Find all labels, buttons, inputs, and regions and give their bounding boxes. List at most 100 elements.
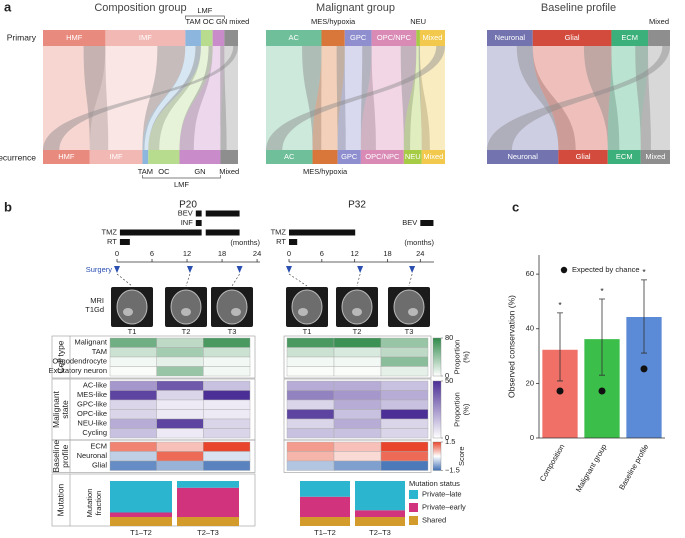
treatment-bar [119,239,130,245]
group-label: LMF [174,180,189,189]
node-label: AC [284,152,295,161]
heatmap-cell [109,366,157,377]
timepoint-label: T3 [228,327,237,336]
mri-label: MRI [90,296,104,305]
sankey-node [416,30,420,46]
heatmap-cell [286,428,335,439]
mutation-segment [355,517,405,526]
node-label: AC [289,33,300,42]
heatmap-cell [286,366,335,377]
flow [312,46,345,150]
panel-title: Baseline profile [541,2,616,14]
heatmap-cell [380,366,429,377]
colorbar-tick-label: 50 [445,376,453,385]
treatment-bar [195,210,202,217]
node-label: NEU [410,17,426,26]
heatmap-row-label: ECM [90,442,107,451]
treatment-bar [205,229,240,236]
sankey-node [337,150,361,164]
flow [487,46,559,150]
heatmap-cell [109,451,157,462]
surgery-link [185,273,191,287]
sankey-node [220,150,238,164]
mri-lesion [123,308,133,316]
heatmap-cell [333,399,382,410]
heatmap-cell [156,337,204,348]
time-tick-label: 12 [183,249,191,258]
axis-title: Mutation [85,489,94,518]
mutation-segment [110,481,172,513]
colorbar [432,380,442,439]
sankey-node [43,30,106,46]
legend-title: Mutation status [409,479,460,488]
heatmap-cell [203,418,251,429]
heatmap-cell [286,399,335,410]
heatmap-cell [333,441,382,452]
mutation-segment [355,510,405,517]
heatmap-row-label: MES-like [77,390,107,399]
sankey-node [142,150,149,164]
time-tick-label: 24 [416,249,424,258]
treatment-label: BEV [178,208,193,217]
flow [360,46,376,150]
sankey-node [487,30,533,46]
colorbar-tick-label: 0 [445,371,449,380]
flow [336,46,346,150]
heatmap-cell [109,356,157,367]
colorbar-tick-label: −1.5 [445,465,460,474]
time-tick-label: 18 [383,249,391,258]
heatmap-cell [333,390,382,401]
heatmap-cell [380,390,429,401]
row-label: Recurrence [0,152,36,162]
heatmap-cell [380,380,429,391]
heatmap-cell [286,451,335,462]
heatmap-cell [156,390,204,401]
timepoint-label: T1 [128,327,137,336]
flow [266,46,322,150]
section-title: Cell type [55,340,65,373]
patient-title: P32 [348,200,366,211]
x-tick-label: Malignant group [574,442,609,493]
sankey-node [89,150,143,164]
flow [532,46,612,150]
colorbar-title: Score [457,446,466,466]
sankey-node [487,150,559,164]
section-frame [51,439,256,473]
heatmap-row-label: Neuronal [77,451,108,460]
flow [142,46,201,150]
heatmap-row-label: GPC-like [77,400,107,409]
colorbar-title: Proportion [452,392,461,427]
legend-label: Expected by chance [572,265,640,274]
mutation-segment [177,487,239,517]
heatmap-cell [156,366,204,377]
section-frame [283,439,432,473]
node-label: OPC/NPC [365,152,400,161]
node-label: Mixed [649,17,669,26]
legend-swatch [409,490,418,499]
heatmap-cell [380,356,429,367]
heatmap-cell [286,380,335,391]
node-label: GPC [341,152,358,161]
error-bar [557,312,563,382]
heatmap-cell [380,347,429,358]
colorbar-title: (%) [461,351,470,363]
sankey-node [371,30,417,46]
heatmap-cell [109,418,157,429]
heatmap-cell [109,441,157,452]
node-label: Glial [565,33,580,42]
sankey-node [360,150,404,164]
patient-title: P20 [179,200,197,211]
mri-lesion [298,308,308,316]
heatmap-cell [333,418,382,429]
y-tick-label: 0 [530,433,534,442]
flow [302,46,322,150]
x-tick-label: Composition [538,442,567,483]
surgery-link [116,273,133,287]
error-bar [599,298,605,376]
heatmap-cell [109,460,157,471]
sankey-node [212,30,225,46]
mutation-bar-label: T2–T3 [197,528,219,537]
flow [516,46,576,150]
